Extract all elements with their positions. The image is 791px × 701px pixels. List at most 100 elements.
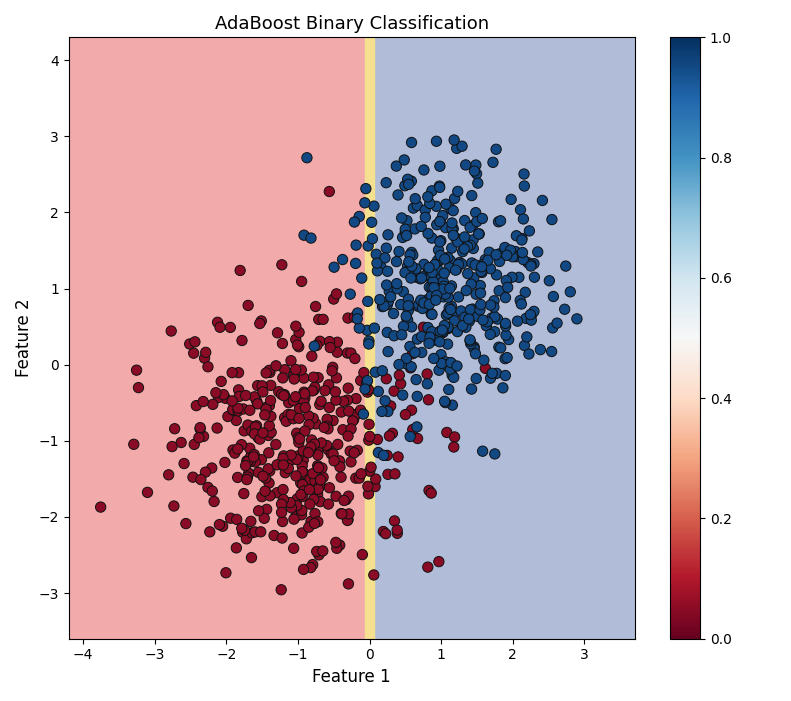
Point xyxy=(465,257,478,268)
Point xyxy=(486,368,498,379)
Point xyxy=(510,230,523,241)
Point xyxy=(455,306,467,317)
Point xyxy=(519,287,532,298)
Point xyxy=(361,375,374,386)
Point xyxy=(384,400,397,411)
Point xyxy=(458,243,471,254)
Point xyxy=(245,552,258,563)
Point xyxy=(264,411,277,422)
Point xyxy=(422,228,434,239)
Point xyxy=(559,261,572,272)
Point xyxy=(437,326,449,337)
Point xyxy=(484,373,497,384)
Point xyxy=(366,233,379,245)
Point xyxy=(242,468,255,479)
Point xyxy=(373,294,386,305)
Point xyxy=(293,327,305,338)
Point xyxy=(296,527,308,538)
Point xyxy=(324,342,336,353)
Point xyxy=(500,275,513,286)
Point xyxy=(296,466,308,477)
Point xyxy=(388,468,401,479)
Point xyxy=(475,266,487,277)
Point xyxy=(471,216,483,227)
Point xyxy=(203,526,216,538)
Point xyxy=(433,161,446,172)
Point xyxy=(94,501,107,512)
Point xyxy=(308,381,321,393)
Point xyxy=(433,252,446,263)
Point xyxy=(175,437,187,448)
Point xyxy=(312,372,324,383)
Point xyxy=(259,367,272,379)
Point xyxy=(312,460,324,471)
Point xyxy=(381,266,394,277)
Point xyxy=(370,249,383,260)
Point xyxy=(523,348,536,360)
Point xyxy=(293,341,305,353)
Point xyxy=(403,250,416,261)
Point xyxy=(297,397,310,408)
Point xyxy=(297,372,310,383)
Point xyxy=(528,306,540,317)
Point xyxy=(499,292,512,304)
Point xyxy=(474,280,486,291)
Point xyxy=(475,267,488,278)
Point xyxy=(230,415,243,426)
Point xyxy=(400,311,413,322)
Point xyxy=(388,330,400,341)
Point xyxy=(404,431,417,442)
Point xyxy=(241,472,254,483)
Point xyxy=(315,437,327,449)
Point xyxy=(277,484,290,495)
Point xyxy=(484,329,497,340)
Point xyxy=(297,479,309,490)
Point xyxy=(314,477,327,488)
Point xyxy=(327,261,340,273)
Point xyxy=(329,386,342,397)
Point xyxy=(249,456,262,468)
Point xyxy=(401,260,414,271)
Point xyxy=(448,193,461,204)
Point xyxy=(433,325,446,336)
Point xyxy=(451,326,464,337)
Point xyxy=(316,314,329,325)
Point xyxy=(259,486,272,498)
Point xyxy=(470,289,483,300)
Point xyxy=(466,304,479,315)
Point xyxy=(368,322,380,334)
Point xyxy=(491,313,504,325)
Point xyxy=(377,301,389,312)
Point xyxy=(392,189,404,200)
Point xyxy=(264,395,277,406)
Point xyxy=(499,370,512,381)
Point xyxy=(293,413,305,424)
Point xyxy=(383,430,396,442)
Point xyxy=(312,449,324,461)
Point xyxy=(277,372,290,383)
Point xyxy=(433,365,445,376)
Point xyxy=(380,450,393,461)
Point xyxy=(337,424,350,435)
Point xyxy=(404,362,417,374)
Point xyxy=(464,222,476,233)
Point xyxy=(509,251,522,262)
Point xyxy=(295,509,308,520)
Point xyxy=(188,336,201,348)
Point xyxy=(443,302,456,313)
Point xyxy=(396,390,409,401)
Point xyxy=(447,230,460,241)
Point xyxy=(521,257,534,268)
Point xyxy=(238,426,251,437)
Point xyxy=(162,469,175,480)
Point xyxy=(244,456,256,468)
Point xyxy=(369,481,381,492)
Point xyxy=(259,472,272,484)
Point xyxy=(168,501,180,512)
Point xyxy=(302,447,315,458)
Point xyxy=(306,386,319,397)
Point xyxy=(291,503,304,515)
Point xyxy=(388,386,400,397)
Point xyxy=(399,409,412,420)
Point xyxy=(422,191,434,203)
